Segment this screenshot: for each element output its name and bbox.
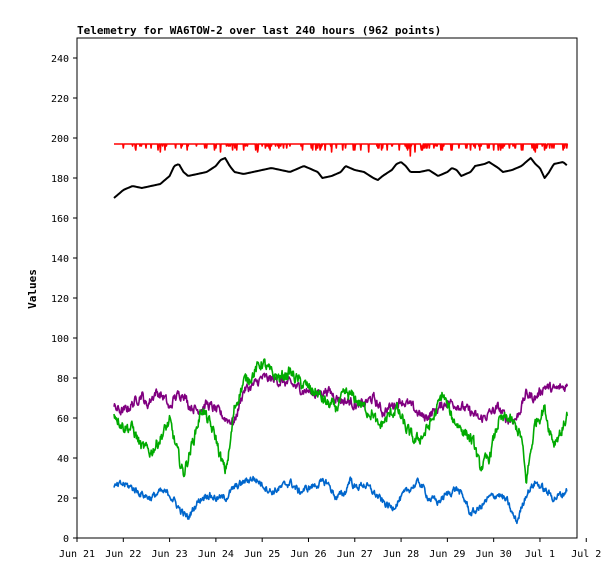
series-line-4 [113,358,569,484]
series-line-3 [113,372,569,426]
x-tick-label: Jun 22 [105,549,141,560]
x-tick-label: Jun 21 [59,549,95,560]
series-line-5 [113,475,568,525]
x-tick-label: Jun 23 [152,549,188,560]
y-tick-label: 80 [57,374,69,385]
y-tick-label: 160 [51,214,69,225]
x-tick-label: Jul 2 [571,549,601,560]
x-tick-label: Jul 1 [525,549,555,560]
plot-frame [76,37,578,539]
y-tick-label: 240 [51,54,69,65]
y-tick-label: 20 [57,494,69,505]
x-tick-label: Jun 30 [476,549,512,560]
y-tick-label: 40 [57,454,69,465]
series-line-1 [113,143,569,157]
x-tick-label: Jun 24 [198,549,234,560]
series-layer [113,143,569,525]
x-tick-label: Jun 27 [337,549,373,560]
series-line-2 [113,157,568,199]
chart-title: Telemetry for WA6TOW-2 over last 240 hou… [77,24,441,37]
y-axis-label: Values [26,269,39,309]
x-axis: Jun 21 Jun 22 Jun 23 Jun 24 Jun 25 Jun 26 Jun … [59,538,601,560]
y-tick-label: 60 [57,414,69,425]
y-tick-label: 180 [51,174,69,185]
y-tick-label: 140 [51,254,69,265]
y-tick-label: 100 [51,334,69,345]
y-axis: 0 20 40 60 80 100 120 140 160 180 200 220 240 [51,54,77,545]
y-tick-label: 200 [51,134,69,145]
x-tick-label: Jun 25 [244,549,280,560]
x-tick-label: Jun 29 [429,549,465,560]
y-tick-label: 0 [63,534,69,545]
y-tick-label: 120 [51,294,69,305]
y-tick-label: 220 [51,94,69,105]
x-tick-label: Jun 28 [383,549,419,560]
x-tick-label: Jun 26 [290,549,326,560]
